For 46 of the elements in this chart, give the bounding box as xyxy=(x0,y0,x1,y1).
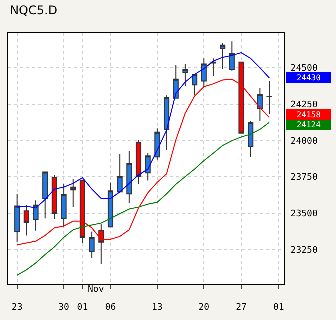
candlestick xyxy=(70,178,76,208)
y-tick-label: 23500 xyxy=(290,210,318,220)
candlestick xyxy=(248,120,254,158)
candlestick xyxy=(126,150,132,204)
candlestick xyxy=(117,154,123,193)
candlestick xyxy=(229,41,235,72)
text: 24124 xyxy=(296,120,322,130)
y-tick-label: 23250 xyxy=(290,246,318,256)
line-series xyxy=(16,122,270,276)
candlestick xyxy=(33,200,39,232)
candlestick xyxy=(210,58,216,78)
candlestick xyxy=(14,194,20,243)
candlestick xyxy=(145,152,151,182)
y-tick-label: 23750 xyxy=(290,173,318,184)
x-tick-label: 06 xyxy=(105,302,116,313)
candlestick xyxy=(220,42,226,70)
x-tick-label: 13 xyxy=(152,302,163,313)
candlestick xyxy=(192,74,198,96)
candlestick xyxy=(52,174,58,220)
candlestick xyxy=(136,139,142,185)
y-tick-label: 24500 xyxy=(290,64,318,74)
candlestick xyxy=(24,204,30,236)
y-tick-label: 24000 xyxy=(290,136,318,147)
x-tick-label: 01 xyxy=(77,302,88,313)
candlestick xyxy=(164,95,170,151)
candlestick xyxy=(182,64,188,87)
candlestick xyxy=(89,231,95,259)
text: 24430 xyxy=(296,74,322,82)
candlestick xyxy=(266,80,272,115)
candlestick xyxy=(201,58,207,88)
candlestick xyxy=(61,184,67,228)
x-tick-label: 30 xyxy=(58,302,70,313)
text: 24158 xyxy=(296,110,322,120)
y-tick-label: 24250 xyxy=(290,100,318,110)
candlestick xyxy=(257,88,263,122)
x-tick-label: 27 xyxy=(236,302,247,313)
candlestick xyxy=(42,172,48,220)
candlestick xyxy=(173,64,179,99)
x-tick-label: 23 xyxy=(12,302,23,313)
line-series xyxy=(16,52,270,209)
x-tick-label: 20 xyxy=(198,302,210,313)
candlestick xyxy=(108,182,114,228)
x-tick-label: 01 xyxy=(273,302,284,313)
text: Nov xyxy=(88,285,104,295)
chart-title: NQC5.D xyxy=(10,3,58,18)
candlestick xyxy=(154,128,160,160)
